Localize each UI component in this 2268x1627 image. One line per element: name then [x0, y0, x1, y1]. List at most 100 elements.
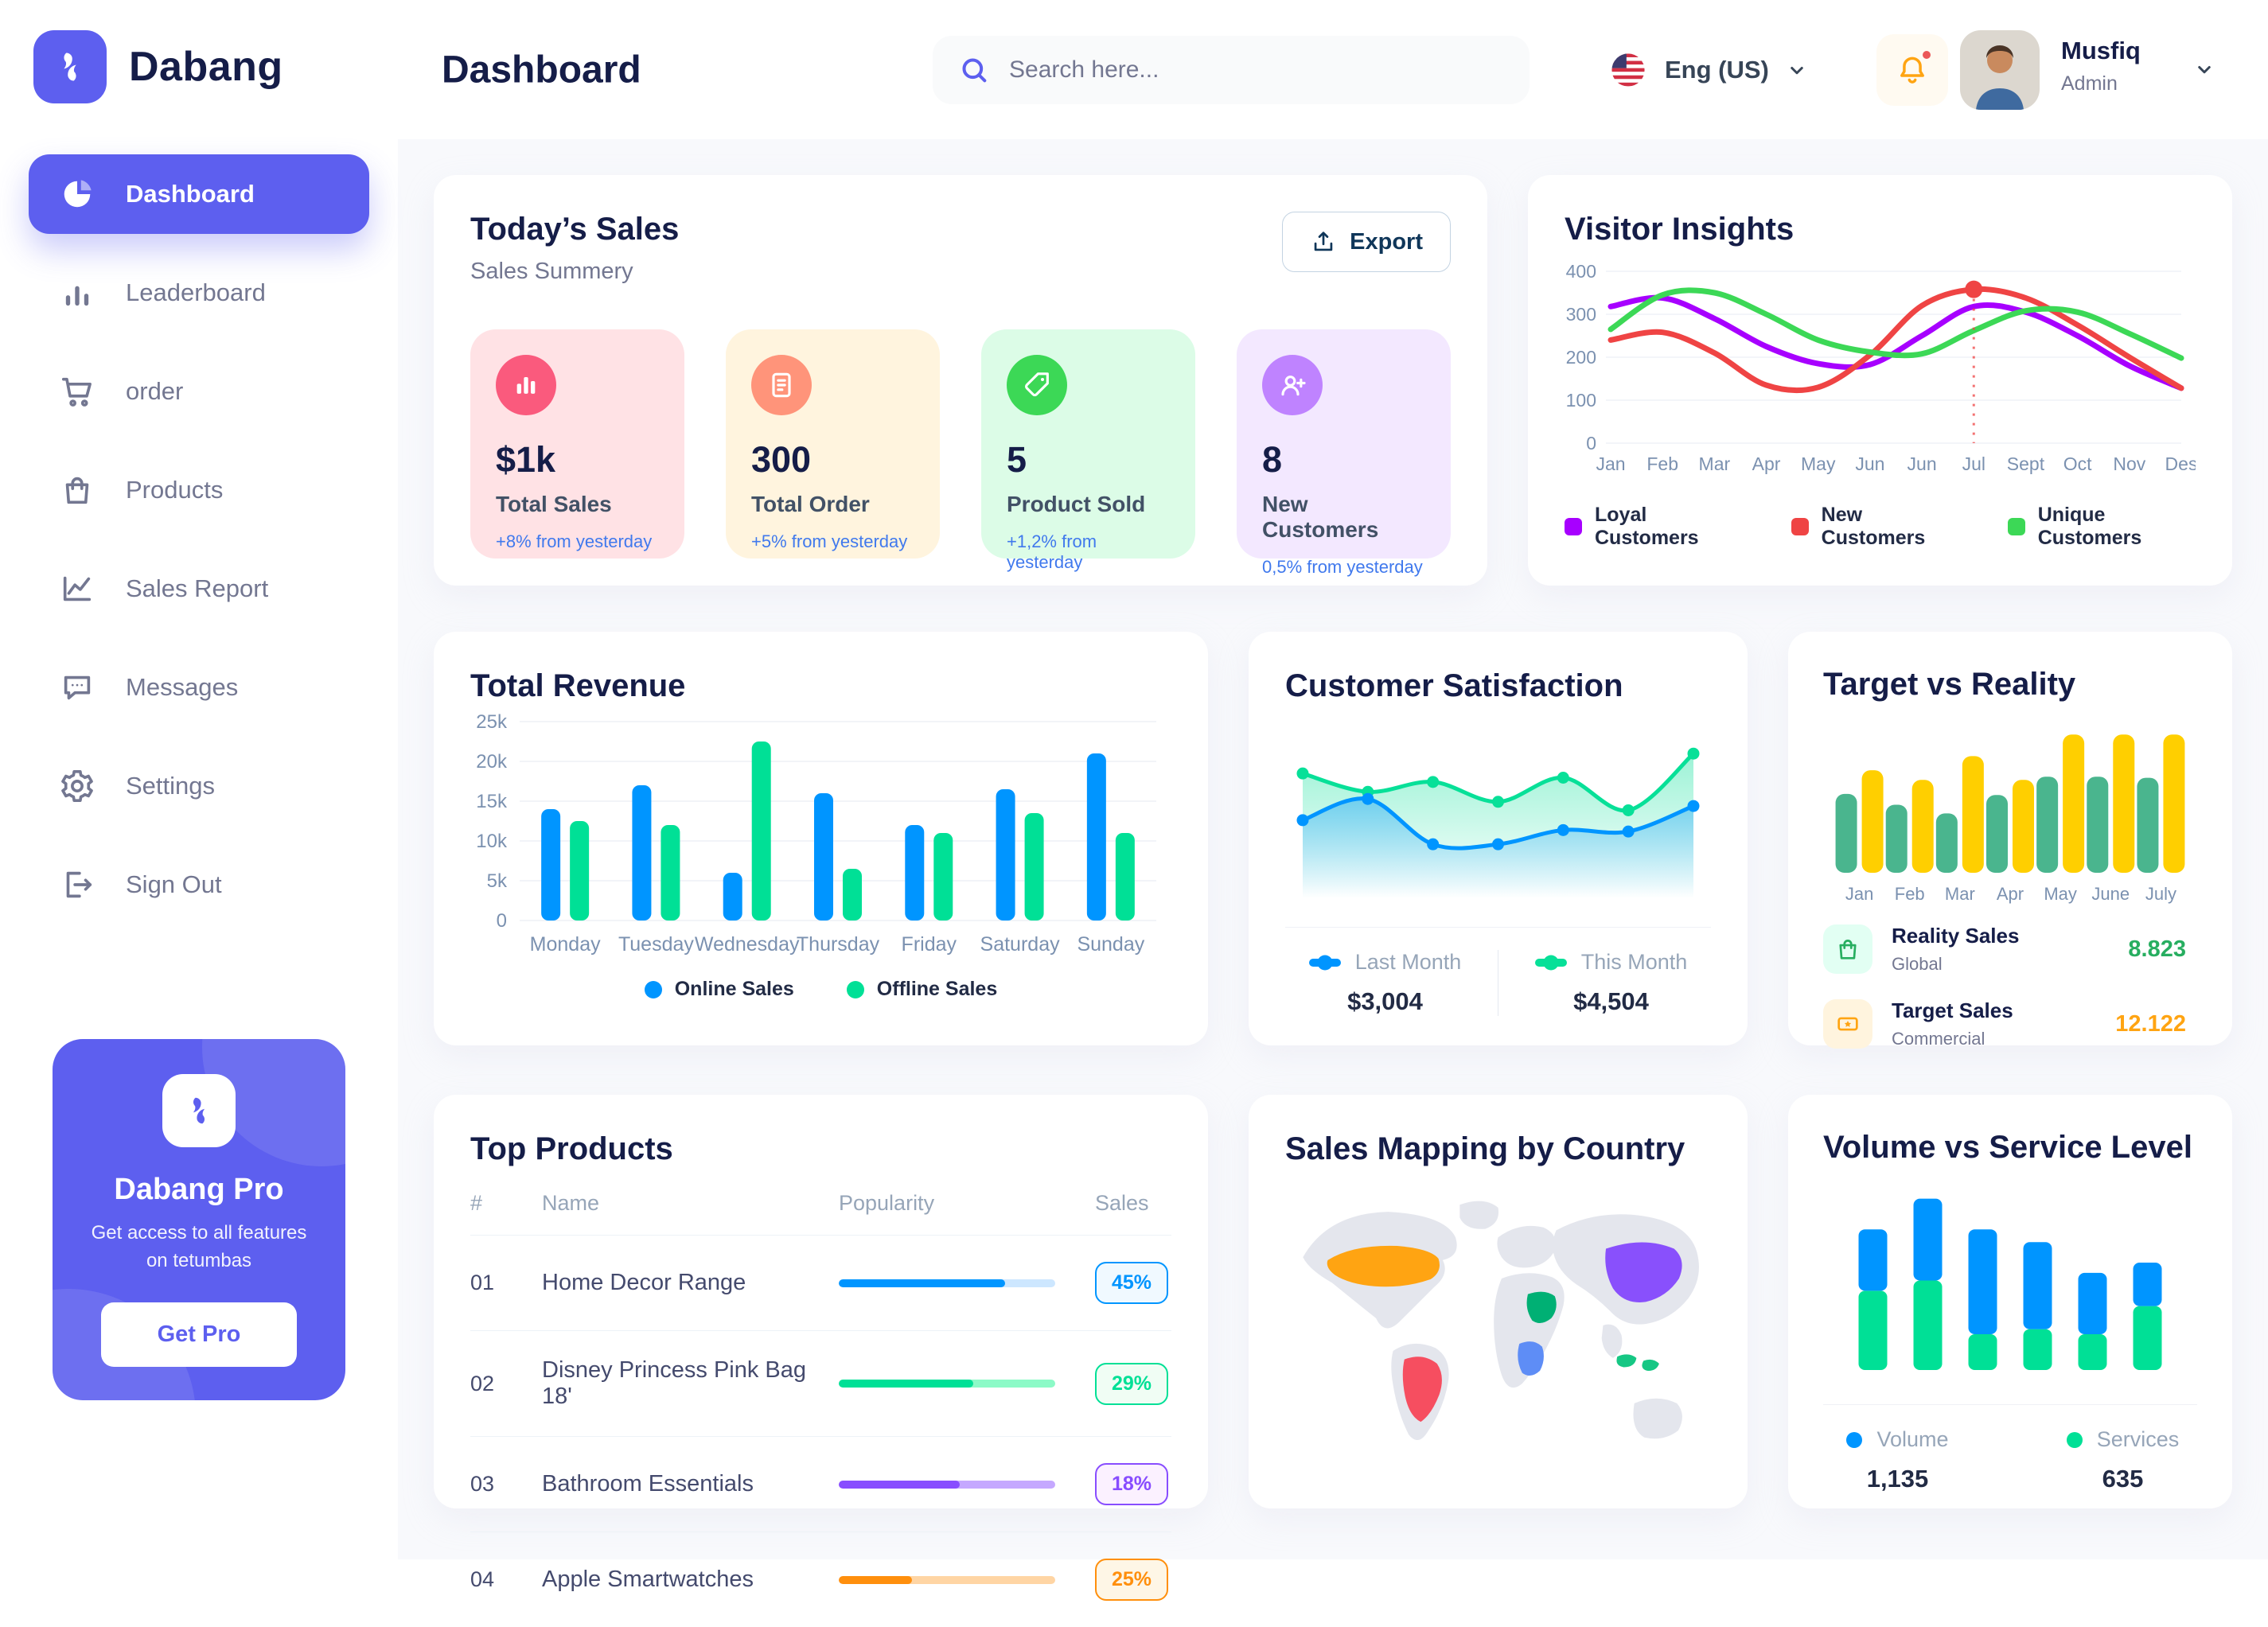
- svg-text:Friday: Friday: [902, 933, 957, 956]
- svg-text:Tuesday: Tuesday: [618, 933, 694, 956]
- product-row-bathroom-essentials: 03 Bathroom Essentials 18%: [470, 1437, 1171, 1532]
- sidebar-nav: Dashboard Leaderboard order Products Sales R…: [29, 154, 369, 924]
- volume-vs-service-legend: Volume 1,135 Services 635: [1823, 1427, 2197, 1493]
- continent-europe: [1497, 1225, 1556, 1268]
- stat-value: 8: [1262, 439, 1283, 480]
- total-revenue-card: Total Revenue 0 5k 10k 15k 20k 25k Monday Tuesd…: [434, 632, 1208, 1045]
- table-body: 01 Home Decor Range 45% 02 Disney Princess P…: [470, 1236, 1171, 1627]
- stat-value: 5: [1007, 439, 1027, 480]
- product-name: Home Decor Range: [542, 1270, 746, 1295]
- target-vs-reality-chart: Jan Feb Mar Apr May June July: [1835, 734, 2185, 904]
- pie-chart-icon: [59, 176, 95, 212]
- product-name: Apple Smartwatches: [542, 1567, 754, 1592]
- legend-item-loyal-customers: Loyal Customers: [1565, 504, 1739, 550]
- sidebar-item-label: Leaderboard: [126, 278, 266, 306]
- sidebar-item-label: Products: [126, 476, 224, 504]
- search-bar[interactable]: [933, 36, 1530, 104]
- stat-card-new-customers: 8 New Customers 0,5% from yesterday: [1237, 329, 1451, 577]
- svg-text:Apr: Apr: [1997, 884, 2024, 904]
- bar-chart-icon: [59, 274, 95, 311]
- sidebar-item-sales-report[interactable]: Sales Report: [29, 549, 369, 629]
- svg-text:200: 200: [1566, 347, 1596, 368]
- message-icon: [59, 669, 95, 706]
- dabang-pro-logo-icon: [162, 1074, 236, 1148]
- notification-dot: [1920, 49, 1933, 61]
- sidebar-item-label: Messages: [126, 673, 239, 701]
- reality-sales-value: 8.823: [2128, 936, 2186, 962]
- sidebar-item-dashboard[interactable]: Dashboard: [29, 154, 369, 234]
- stat-delta: +5% from yesterday: [751, 531, 908, 551]
- bell-icon: [1900, 56, 1924, 84]
- svg-text:Sept: Sept: [2007, 453, 2045, 474]
- sidebar: Dabang Dashboard Leaderboard order Products…: [0, 0, 398, 1559]
- stat-value: $1k: [496, 439, 556, 480]
- user-chevron-down-icon[interactable]: [2192, 57, 2216, 81]
- country-saudi-arabia: [1526, 1291, 1557, 1324]
- avatar[interactable]: [1960, 30, 2040, 110]
- total-revenue-title: Total Revenue: [470, 668, 686, 703]
- legend-target-sales: Target Sales Commercial 12.122: [1823, 998, 2197, 1049]
- product-rank: 03: [470, 1472, 495, 1496]
- svg-text:25k: 25k: [476, 712, 508, 733]
- legend-volume: Volume 1,135: [1812, 1427, 1983, 1493]
- visitor-insights-title: Visitor Insights: [1565, 212, 1795, 247]
- brand[interactable]: Dabang: [29, 30, 369, 103]
- tag-icon: [1007, 355, 1067, 415]
- sidebar-item-sign-out[interactable]: Sign Out: [29, 845, 369, 924]
- visitor-insights-chart: 0 100 200 300 400 Jan Feb Mar Apr May Jun Jun Jul Sep…: [1566, 261, 2196, 474]
- sales-mapping-title: Sales Mapping by Country: [1285, 1131, 1685, 1166]
- product-name: Bathroom Essentials: [542, 1471, 754, 1497]
- country-brazil: [1402, 1356, 1442, 1423]
- product-rank: 04: [470, 1567, 495, 1591]
- user-name: Musfiq: [2061, 37, 2141, 64]
- pro-title: Dabang Pro: [114, 1173, 284, 1207]
- sidebar-item-label: Sign Out: [126, 870, 222, 898]
- stat-delta: 0,5% from yesterday: [1262, 557, 1423, 577]
- sidebar-item-settings[interactable]: Settings: [29, 746, 369, 826]
- total-revenue-chart: 0 5k 10k 15k 20k 25k Monday Tuesday WednesdayThu…: [476, 712, 1156, 956]
- volume-vs-service-chart: [1858, 1198, 2162, 1370]
- sales-badge: 45%: [1095, 1262, 1168, 1304]
- legend-this-month: This Month $4,504: [1526, 950, 1697, 1016]
- stat-card-total-sales: $1k Total Sales +8% from yesterday: [470, 329, 684, 559]
- sidebar-item-order[interactable]: order: [29, 352, 369, 431]
- svg-text:5k: 5k: [487, 870, 508, 892]
- us-flag-icon: [1607, 49, 1649, 91]
- sidebar-item-leaderboard[interactable]: Leaderboard: [29, 253, 369, 333]
- search-input[interactable]: [1009, 56, 1504, 84]
- gear-icon: [59, 768, 95, 804]
- svg-text:Monday: Monday: [530, 933, 601, 956]
- main-content: Today’s Sales Sales Summery Export $1k To…: [398, 139, 2268, 1601]
- legend-reality-sales: Reality Sales Global 8.823: [1823, 924, 2197, 975]
- sales-badge: 25%: [1095, 1559, 1168, 1601]
- pro-card: Dabang Pro Get access to all features on…: [53, 1039, 345, 1400]
- target-vs-reality-title: Target vs Reality: [1823, 667, 2076, 702]
- notifications-button[interactable]: [1876, 34, 1948, 106]
- bag-icon: [59, 472, 95, 508]
- todays-sales-title: Today’s Sales: [470, 212, 680, 247]
- sidebar-item-label: order: [126, 377, 184, 405]
- last-month-marker-icon: [1308, 958, 1341, 967]
- continent-australia: [1633, 1398, 1682, 1439]
- language-selector[interactable]: Eng (US): [1607, 0, 1809, 139]
- svg-text:0: 0: [1586, 433, 1596, 453]
- get-pro-button[interactable]: Get Pro: [101, 1302, 297, 1367]
- svg-text:100: 100: [1566, 390, 1596, 411]
- svg-text:June: June: [2091, 884, 2130, 904]
- sidebar-item-messages[interactable]: Messages: [29, 648, 369, 727]
- export-button[interactable]: Export: [1282, 212, 1451, 272]
- svg-text:Des: Des: [2165, 453, 2196, 474]
- line-chart-icon: [59, 570, 95, 607]
- stat-label: Product Sold: [1007, 492, 1146, 516]
- product-name: Disney Princess Pink Bag 18': [542, 1357, 807, 1409]
- volume-vs-service-card: Volume vs Service Level Volume 1,135 Ser…: [1788, 1095, 2232, 1508]
- top-products-card: Top Products # Name Popularity Sales 01 H…: [434, 1095, 1208, 1601]
- world-map: [1303, 1201, 1699, 1441]
- stat-delta: +1,2% from yesterday: [1007, 531, 1097, 572]
- sidebar-item-products[interactable]: Products: [29, 450, 369, 530]
- svg-text:Wednesday: Wednesday: [695, 933, 800, 956]
- popularity-bar: [839, 1575, 1055, 1584]
- svg-text:Jul: Jul: [1962, 453, 1985, 474]
- search-icon: [962, 58, 987, 83]
- product-row-disney-princess-pink-bag-18: 02 Disney Princess Pink Bag 18' 29%: [470, 1331, 1171, 1437]
